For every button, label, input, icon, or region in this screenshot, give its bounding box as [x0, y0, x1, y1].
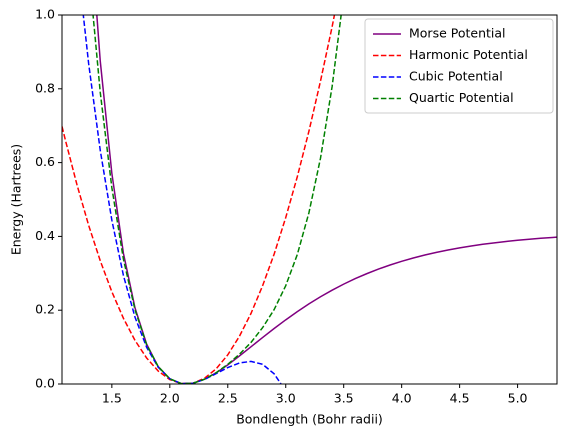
plot-area: [62, 15, 557, 384]
legend-label: Morse Potential: [409, 26, 506, 41]
x-tick-label: 5.0: [508, 391, 528, 406]
legend-box: [364, 18, 554, 114]
axes-frame: [61, 14, 558, 385]
x-tick-label: 4.5: [450, 391, 470, 406]
y-tick-label: 1.0: [35, 7, 55, 22]
y-tick-label: 0.0: [35, 376, 55, 391]
legend-label: Cubic Potential: [409, 69, 503, 84]
x-tick-label: 3.0: [276, 391, 296, 406]
y-tick-label: 0.4: [35, 228, 55, 243]
y-tick-label: 0.6: [35, 154, 55, 169]
y-tick-label: 0.2: [35, 302, 55, 317]
legend-label: Harmonic Potential: [409, 47, 528, 62]
x-tick-label: 1.5: [102, 391, 122, 406]
legend-label: Quartic Potential: [409, 90, 514, 105]
x-tick-label: 2.0: [160, 391, 180, 406]
line-series: [82, 15, 282, 384]
x-tick-label: 4.0: [392, 391, 412, 406]
y-tick-label: 0.8: [35, 80, 55, 95]
line-series: [92, 15, 342, 384]
x-tick-label: 2.5: [218, 391, 238, 406]
x-axis-label: Bondlength (Bohr radii): [236, 412, 383, 427]
y-axis-label: Energy (Hartrees): [9, 144, 24, 255]
x-tick-label: 3.5: [334, 391, 354, 406]
